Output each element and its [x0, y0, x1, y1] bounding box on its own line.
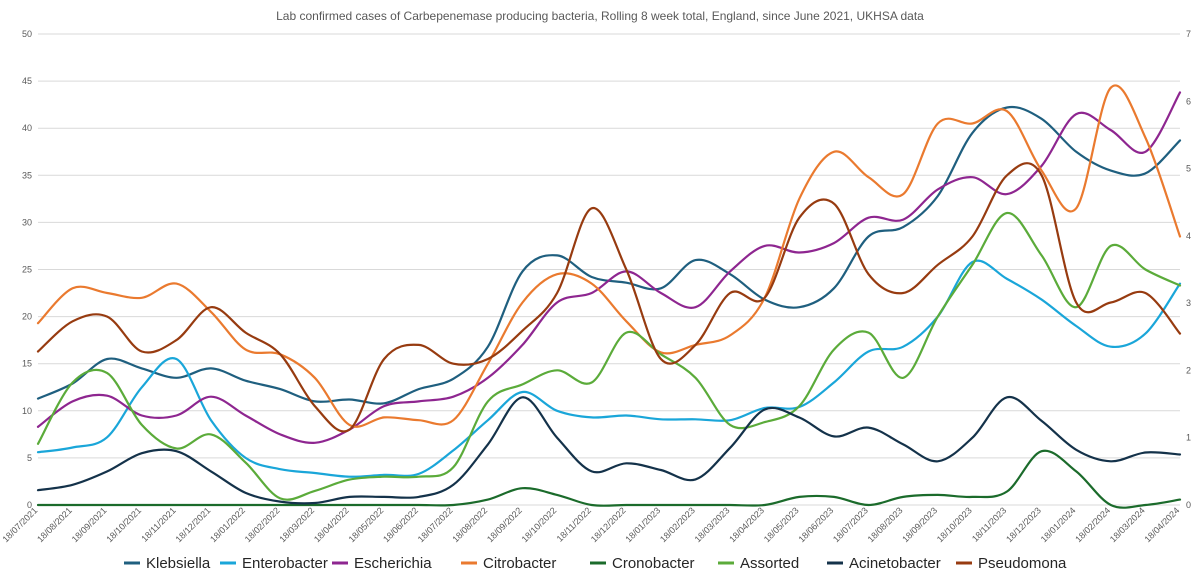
- x-tick-label: 18/03/2024: [1108, 505, 1147, 544]
- x-tick-label: 18/09/2023: [900, 505, 939, 544]
- series-line-klebsiella: [36, 105, 1182, 405]
- x-tick-label: 18/12/2021: [174, 505, 213, 544]
- x-tick-label: 18/10/2021: [104, 505, 143, 544]
- legend: Klebsiella Enterobacter Escherichia Citroba…: [124, 555, 1067, 572]
- series-line-citrobacter: [36, 84, 1182, 428]
- series-line-cronobacter: [36, 449, 1182, 509]
- legend-label-enterobacter: Enterobacter: [242, 555, 328, 572]
- x-tick-label: 18/09/2022: [485, 505, 524, 544]
- x-tick-label: 18/01/2022: [208, 505, 247, 544]
- y-axis-right: 0 1 2 3 4 5 6 7: [1186, 29, 1191, 510]
- legend-label-cronobacter: Cronobacter: [612, 555, 695, 572]
- y-tick-label: 35: [22, 170, 32, 180]
- y-tick-label: 20: [22, 312, 32, 322]
- x-tick-label: 18/12/2023: [1004, 505, 1043, 544]
- x-tick-label: 18/05/2022: [347, 505, 386, 544]
- y2-tick-label: 5: [1186, 164, 1191, 174]
- x-tick-label: 18/12/2022: [589, 505, 628, 544]
- x-tick-label: 18/06/2023: [796, 505, 835, 544]
- chart-title: Lab confirmed cases of Carbepenemase pro…: [276, 9, 924, 23]
- x-tick-label: 18/10/2022: [520, 505, 559, 544]
- y-tick-label: 40: [22, 123, 32, 133]
- x-tick-label: 18/01/2024: [1039, 505, 1078, 544]
- x-tick-label: 18/11/2023: [970, 505, 1008, 543]
- x-tick-label: 18/04/2022: [312, 505, 351, 544]
- y2-tick-label: 7: [1186, 29, 1191, 39]
- y-axis-left: 0 5 10 15 20 25 30 35 40 45 50: [22, 29, 32, 510]
- x-tick-label: 18/11/2022: [555, 505, 593, 543]
- x-tick-label: 18/02/2022: [243, 505, 282, 544]
- x-tick-label: 18/08/2021: [35, 505, 74, 544]
- series-line-escherichia: [36, 91, 1182, 444]
- y-tick-label: 10: [22, 406, 32, 416]
- y-tick-label: 15: [22, 359, 32, 369]
- x-tick-label: 18/10/2023: [935, 505, 974, 544]
- legend-label-escherichia: Escherichia: [354, 555, 432, 572]
- y-tick-label: 50: [22, 29, 32, 39]
- x-tick-label: 18/07/2022: [416, 505, 455, 544]
- legend-label-assorted: Assorted: [740, 555, 799, 572]
- y2-tick-label: 1: [1186, 433, 1191, 443]
- x-tick-label: 18/04/2024: [1142, 505, 1181, 544]
- x-tick-label: 18/01/2023: [623, 505, 662, 544]
- x-tick-label: 18/07/2021: [0, 505, 39, 544]
- x-tick-label: 18/03/2023: [693, 505, 732, 544]
- x-axis: 18/07/202118/08/202118/09/202118/10/2021…: [0, 505, 1181, 544]
- y2-tick-label: 0: [1186, 500, 1191, 510]
- series-line-enterobacter: [36, 259, 1182, 478]
- x-tick-label: 18/08/2022: [450, 505, 489, 544]
- series-lines: [36, 84, 1182, 509]
- x-tick-label: 18/03/2022: [277, 505, 316, 544]
- x-tick-label: 18/11/2021: [139, 505, 177, 543]
- y-tick-label: 45: [22, 76, 32, 86]
- x-tick-label: 18/09/2021: [70, 505, 109, 544]
- legend-label-pseudomona: Pseudomona: [978, 555, 1067, 572]
- x-tick-label: 18/08/2023: [866, 505, 905, 544]
- legend-label-citrobacter: Citrobacter: [483, 555, 556, 572]
- y-tick-label: 30: [22, 217, 32, 227]
- y2-tick-label: 2: [1186, 365, 1191, 375]
- series-line-acinetobacter: [36, 396, 1182, 505]
- y2-tick-label: 4: [1186, 231, 1191, 241]
- x-tick-label: 18/02/2024: [1073, 505, 1112, 544]
- x-tick-label: 18/07/2023: [831, 505, 870, 544]
- series-line-pseudomona: [36, 162, 1182, 433]
- gridlines: [38, 33, 1180, 506]
- legend-label-acinetobacter: Acinetobacter: [849, 555, 941, 572]
- y-tick-label: 5: [27, 453, 32, 463]
- y-tick-label: 0: [27, 500, 32, 510]
- legend-label-klebsiella: Klebsiella: [146, 555, 211, 572]
- y2-tick-label: 3: [1186, 298, 1191, 308]
- series-line-assorted: [36, 211, 1182, 501]
- x-tick-label: 18/02/2023: [658, 505, 697, 544]
- x-tick-label: 18/06/2022: [381, 505, 420, 544]
- x-tick-label: 18/04/2023: [727, 505, 766, 544]
- x-tick-label: 18/05/2023: [762, 505, 801, 544]
- y-tick-label: 25: [22, 265, 32, 275]
- y2-tick-label: 6: [1186, 96, 1191, 106]
